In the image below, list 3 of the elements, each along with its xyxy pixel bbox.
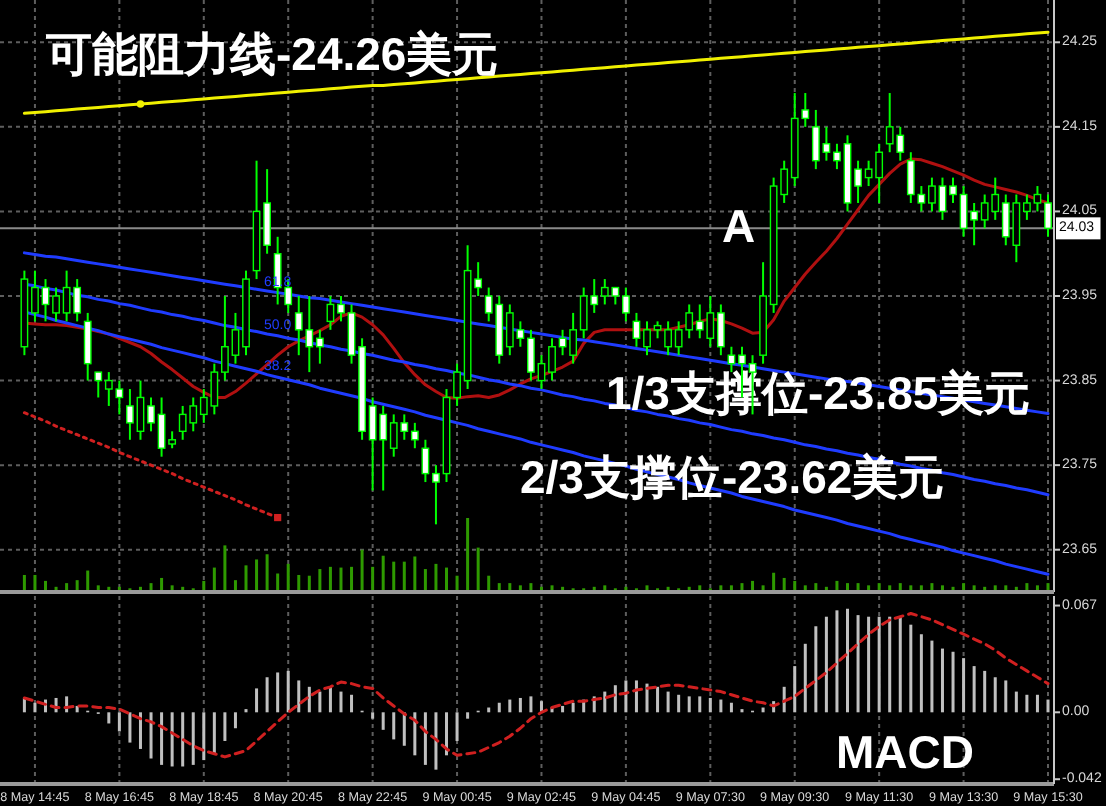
annotation: 可能阻力线-24.26美元 [44, 28, 499, 80]
annotation: MACD [836, 726, 974, 778]
annotation: A [722, 200, 756, 252]
